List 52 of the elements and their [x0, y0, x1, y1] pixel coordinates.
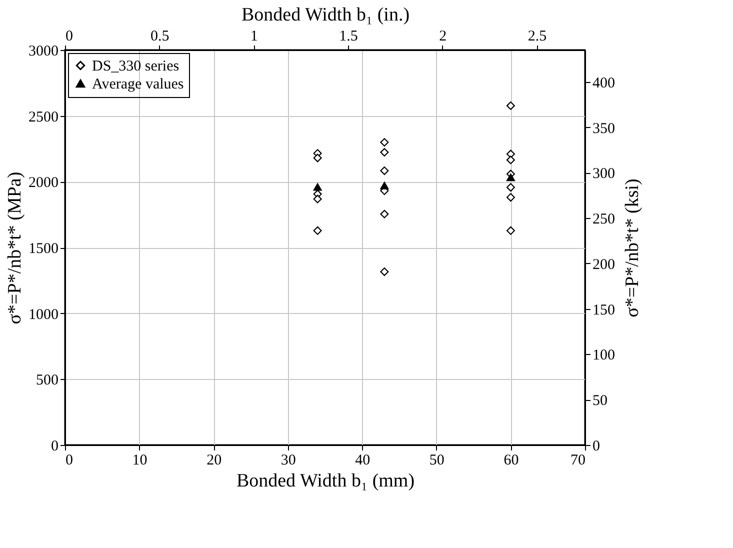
y2-tick-label: 50: [592, 393, 608, 410]
y2-tick-label: 0: [592, 438, 600, 454]
point: [313, 154, 322, 162]
x-tick-label: 50: [429, 452, 444, 468]
point: [380, 138, 389, 147]
x-tick-label: 20: [206, 452, 222, 468]
x-axis-title: Bonded Width b₁ (mm): [236, 470, 415, 492]
legend-label: DS_330 series: [92, 58, 180, 74]
point: [313, 226, 322, 235]
x-tick-label: 30: [280, 452, 296, 468]
y2-tick-label: 400: [592, 75, 615, 92]
legend-label: Average values: [92, 76, 184, 92]
y-tick-label: 3000: [28, 44, 58, 60]
x-tick-label: 10: [132, 452, 148, 468]
x-tick-label: 70: [570, 452, 586, 468]
y-tick-label: 0: [51, 438, 58, 454]
y2-tick-label: 150: [592, 302, 615, 318]
y-tick-label: 2000: [28, 175, 58, 192]
point: [506, 226, 515, 235]
x2-tick-label: 2: [439, 28, 447, 44]
x2-tick-label: 1.5: [339, 28, 358, 44]
y2-tick-label: 350: [592, 120, 615, 137]
point: [380, 182, 389, 190]
point: [380, 267, 389, 276]
y-tick-label: 1500: [28, 241, 58, 257]
x2-tick-label: 0.5: [150, 28, 170, 44]
point: [380, 210, 389, 218]
y2-tick-label: 250: [592, 212, 615, 228]
point: [506, 183, 515, 192]
y2-tick-label: 100: [592, 348, 615, 364]
point: [313, 183, 322, 191]
point: [313, 194, 322, 204]
y-tick-label: 500: [36, 372, 58, 389]
point: [380, 148, 389, 157]
y2-tick-label: 300: [592, 166, 615, 182]
x-tick-label: 60: [504, 452, 519, 468]
point: [380, 166, 389, 175]
y-axis-title: σ*=P*/nb*t* (MPa): [4, 172, 26, 324]
x2-tick-label: 1: [250, 28, 258, 44]
point: [506, 193, 515, 202]
y-tick-label: 2500: [28, 109, 58, 126]
point: [506, 174, 515, 182]
y-tick-label: 1000: [28, 306, 58, 323]
x2-axis-title: Bonded Width b₁ (in.): [241, 4, 410, 26]
y2-axis-title: σ*=P*/nb*t* (ksi): [622, 178, 643, 318]
x-tick-label: 0: [66, 452, 73, 468]
y2-tick-label: 200: [592, 256, 615, 273]
x2-tick-label: 0: [66, 28, 73, 44]
x2-tick-label: 2.5: [528, 28, 547, 44]
point: [506, 101, 515, 110]
point: [506, 156, 515, 164]
x-tick-label: 40: [355, 452, 370, 468]
